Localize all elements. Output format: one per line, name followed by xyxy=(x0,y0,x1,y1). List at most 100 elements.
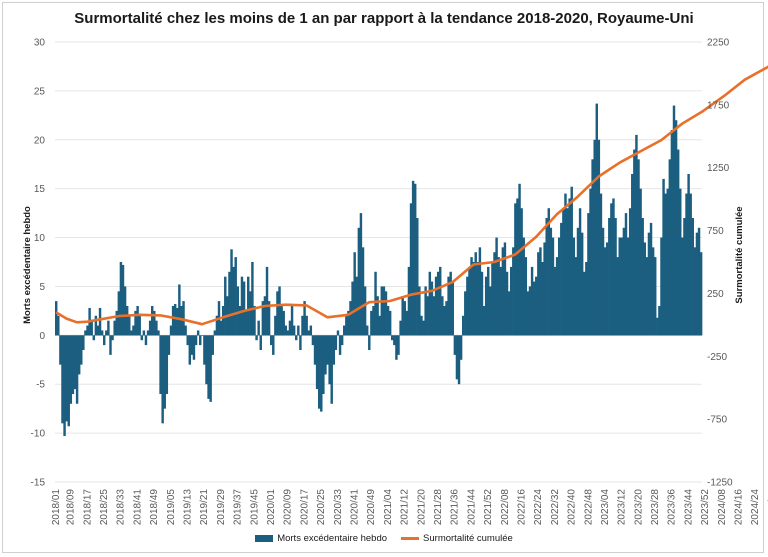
left-tick-label: 20 xyxy=(34,135,46,146)
bar xyxy=(407,266,411,336)
bar xyxy=(155,320,158,336)
bar xyxy=(100,330,104,336)
bar xyxy=(624,213,628,336)
bar xyxy=(365,325,369,336)
bar xyxy=(382,286,386,336)
bar xyxy=(612,198,615,336)
bar xyxy=(503,242,507,336)
bar xyxy=(57,315,60,336)
bar xyxy=(470,257,473,336)
left-tick-label: 5 xyxy=(39,282,45,293)
bar xyxy=(432,296,436,336)
x-tick-label: 2022/40 xyxy=(567,489,578,526)
x-tick-label: 2021/12 xyxy=(400,489,411,526)
x-tick-label: 2018/17 xyxy=(82,489,93,526)
bar xyxy=(543,242,546,336)
bar xyxy=(240,276,244,336)
bar xyxy=(386,306,390,336)
bar xyxy=(286,330,290,336)
bar xyxy=(178,284,181,336)
right-tick-label: 2250 xyxy=(707,38,730,49)
bar xyxy=(315,335,319,390)
x-tick-label: 2023/44 xyxy=(683,489,694,526)
bar xyxy=(238,306,242,336)
bar xyxy=(384,291,388,336)
left-tick-label: 0 xyxy=(39,331,45,342)
right-axis-label: Surmortalité cumulée xyxy=(734,206,745,303)
bar xyxy=(119,262,123,336)
x-tick-label: 2018/33 xyxy=(116,489,127,526)
bar xyxy=(121,264,125,336)
bar xyxy=(324,335,327,375)
bar xyxy=(524,257,528,336)
bar xyxy=(468,266,471,336)
bar xyxy=(449,271,452,336)
bar xyxy=(679,188,682,336)
x-tick-label: 2023/28 xyxy=(650,489,661,526)
bar xyxy=(69,335,73,404)
bar xyxy=(633,149,636,336)
x-tick-label: 2022/08 xyxy=(500,489,511,526)
bar xyxy=(676,149,680,336)
bar xyxy=(361,247,365,336)
bar xyxy=(59,335,62,365)
bar xyxy=(82,335,85,350)
bar xyxy=(307,330,310,336)
bar xyxy=(159,335,162,394)
bar xyxy=(128,315,131,336)
bar xyxy=(165,335,169,394)
legend: Morts excédentaire hebdo Surmortalité cu… xyxy=(0,533,768,544)
bar xyxy=(205,335,208,385)
bar xyxy=(148,320,152,336)
bar xyxy=(512,247,515,336)
bar xyxy=(357,227,361,336)
bar xyxy=(507,291,511,336)
bar xyxy=(436,271,440,336)
bar xyxy=(622,227,626,336)
bar xyxy=(61,335,64,424)
x-tick-label: 2018/49 xyxy=(149,489,160,526)
bar xyxy=(497,257,500,336)
bar xyxy=(574,257,578,336)
bar xyxy=(501,247,505,336)
bar xyxy=(532,281,536,336)
left-tick-label: -5 xyxy=(36,380,45,391)
bar xyxy=(343,325,346,336)
bar xyxy=(71,335,75,394)
bar xyxy=(232,266,235,336)
bar xyxy=(666,188,669,336)
x-tick-label: 2022/24 xyxy=(533,489,544,526)
bar xyxy=(393,335,396,346)
x-tick-label: 2023/52 xyxy=(700,489,711,526)
bar xyxy=(163,335,166,409)
bar xyxy=(194,335,198,346)
bar xyxy=(363,286,367,336)
bar xyxy=(441,296,444,336)
bar xyxy=(309,325,313,336)
legend-item-line: Surmortalité cumulée xyxy=(401,533,513,544)
x-tick-label: 2024/32 xyxy=(767,489,768,526)
bar xyxy=(495,237,498,336)
x-tick-label: 2021/20 xyxy=(416,489,427,526)
bar xyxy=(672,105,676,336)
bar xyxy=(219,320,223,336)
bar xyxy=(330,335,333,404)
bar xyxy=(411,180,415,336)
bar xyxy=(434,276,438,336)
bar xyxy=(391,335,394,341)
bar xyxy=(647,232,651,336)
bar xyxy=(413,183,417,336)
right-tick-label: 1750 xyxy=(707,100,730,111)
bar xyxy=(593,139,596,336)
legend-item-bars: Morts excédentaire hebdo xyxy=(255,533,387,544)
bar xyxy=(125,306,129,336)
x-tick-label: 2022/16 xyxy=(517,489,528,526)
bar xyxy=(253,306,256,336)
bar xyxy=(234,257,237,336)
bar xyxy=(509,266,513,336)
x-tick-label: 2020/25 xyxy=(316,489,327,526)
bar xyxy=(484,276,488,336)
left-axis-label: Morts excédentaire hebdo xyxy=(22,206,33,324)
bar xyxy=(136,306,139,336)
left-tick-label: -10 xyxy=(31,429,46,440)
